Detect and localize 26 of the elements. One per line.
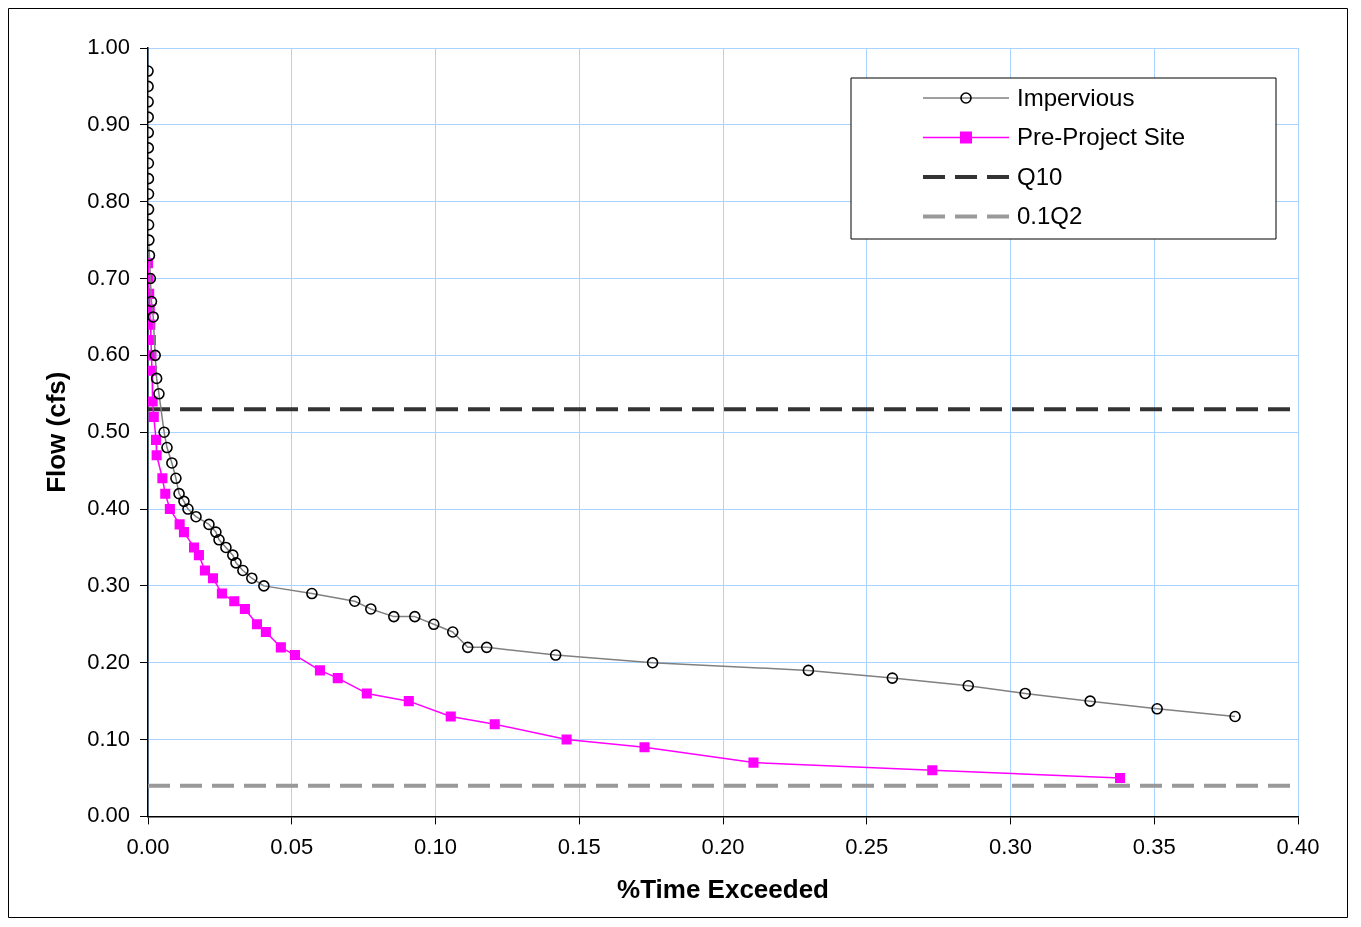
y-tick-label: 0.00 (87, 802, 131, 828)
y-tick-label: 0.10 (87, 725, 131, 751)
x-tick-label: 0.25 (845, 833, 889, 859)
x-tick-label: 0.40 (1276, 833, 1320, 859)
x-tick-label: 0.30 (989, 833, 1032, 859)
x-tick-label: 0.10 (414, 833, 457, 859)
y-tick-label: 0.70 (87, 264, 131, 290)
y-tick-label: 0.80 (87, 187, 131, 213)
y-tick-label: 0.50 (87, 418, 131, 444)
x-tick-label: 0.15 (557, 833, 601, 859)
legend-label: Pre-Project Site (1017, 123, 1186, 151)
y-tick-label: 0.30 (87, 571, 131, 597)
y-tick-label: 0.20 (87, 648, 131, 674)
y-tick-label: 0.60 (87, 341, 131, 367)
x-tick-label: 0.35 (1132, 833, 1176, 859)
x-tick-label: 0.20 (701, 833, 745, 859)
legend-label: Impervious (1017, 83, 1135, 111)
y-tick-label: 0.90 (87, 110, 131, 136)
x-axis-title: %Time Exceeded (617, 873, 829, 904)
legend-label: Q10 (1017, 162, 1063, 190)
y-tick-label: 1.00 (87, 34, 131, 60)
x-tick-label: 0.00 (126, 833, 170, 859)
legend-label: 0.1Q2 (1017, 202, 1083, 230)
y-axis-title: Flow (cfs) (40, 371, 71, 493)
x-tick-label: 0.05 (270, 833, 314, 859)
y-tick-label: 0.40 (87, 495, 131, 521)
